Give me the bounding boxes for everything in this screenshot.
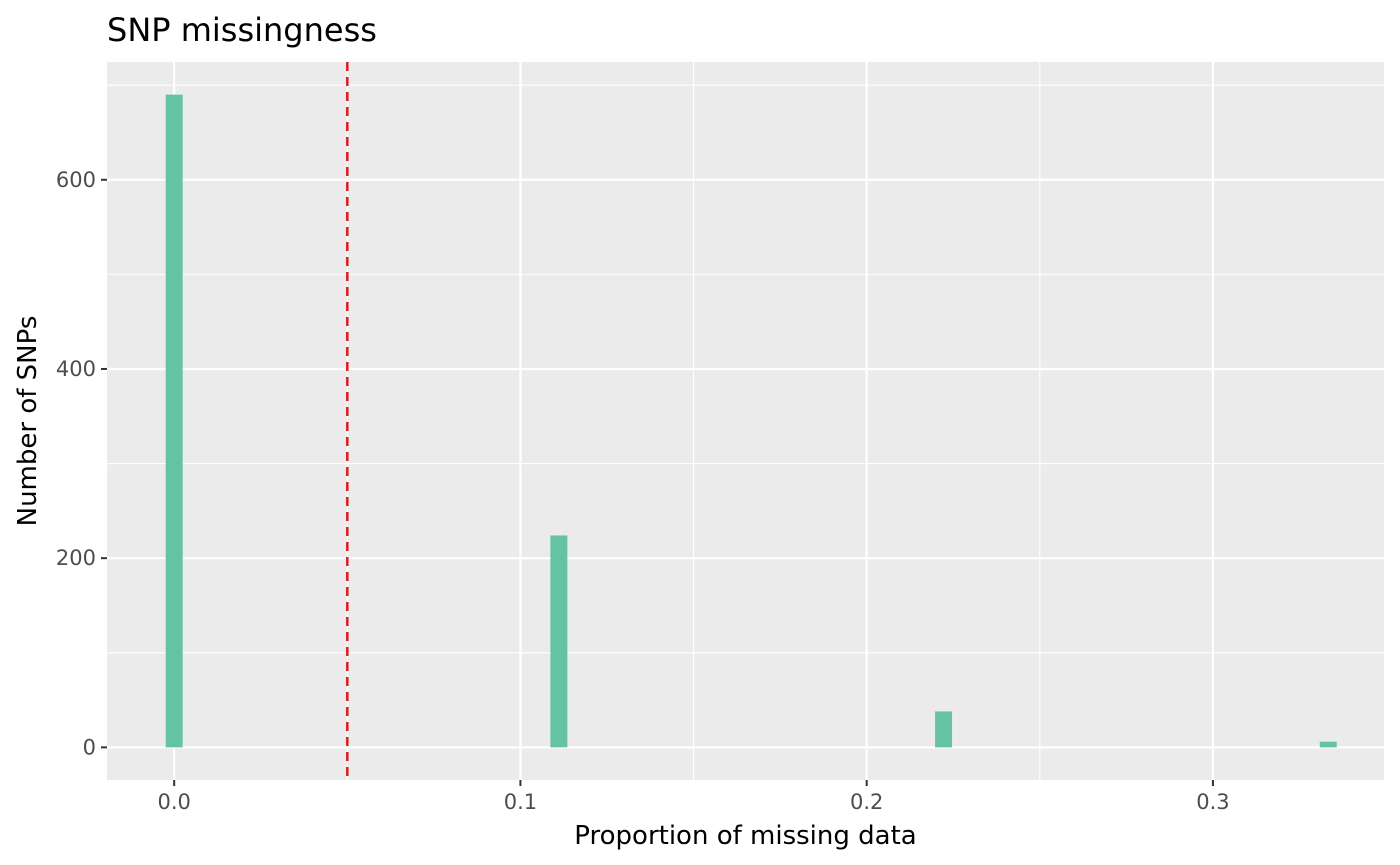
bar <box>1319 741 1337 748</box>
x-tick-label: 0.3 <box>1196 790 1229 814</box>
minor-gridlines <box>107 62 1384 780</box>
bar <box>935 711 953 748</box>
bar <box>165 94 183 748</box>
plot-panel <box>107 62 1384 780</box>
x-axis: 0.0 0.1 0.2 0.3 <box>157 780 1230 814</box>
x-tick-label: 0.1 <box>504 790 537 814</box>
x-tick-label: 0.0 <box>157 790 190 814</box>
y-axis: 0 200 400 600 <box>56 168 107 759</box>
bar <box>550 535 568 748</box>
y-tick-label: 200 <box>56 546 96 570</box>
y-tick-label: 0 <box>83 735 96 759</box>
major-gridlines <box>107 62 1384 780</box>
bars <box>165 94 1337 748</box>
y-axis-title: Number of SNPs <box>13 316 43 527</box>
y-tick-label: 400 <box>56 357 96 381</box>
x-tick-label: 0.2 <box>850 790 883 814</box>
y-tick-label: 600 <box>56 168 96 192</box>
chart-title: SNP missingness <box>107 11 377 49</box>
x-axis-title: Proportion of missing data <box>574 821 916 851</box>
